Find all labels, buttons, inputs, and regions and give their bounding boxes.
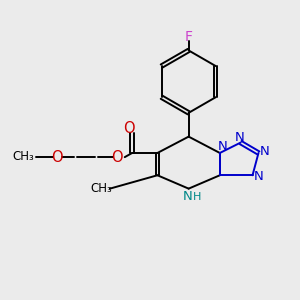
Text: CH₃: CH₃: [90, 182, 112, 195]
Text: F: F: [184, 30, 193, 44]
Text: O: O: [112, 150, 123, 165]
Text: O: O: [123, 121, 134, 136]
Text: O: O: [51, 150, 63, 165]
Text: N: N: [254, 170, 264, 183]
Text: N: N: [260, 145, 270, 158]
Text: CH₃: CH₃: [13, 150, 34, 163]
Text: H: H: [193, 192, 201, 202]
Text: N: N: [182, 190, 192, 203]
Text: N: N: [218, 140, 228, 153]
Text: N: N: [234, 131, 244, 144]
